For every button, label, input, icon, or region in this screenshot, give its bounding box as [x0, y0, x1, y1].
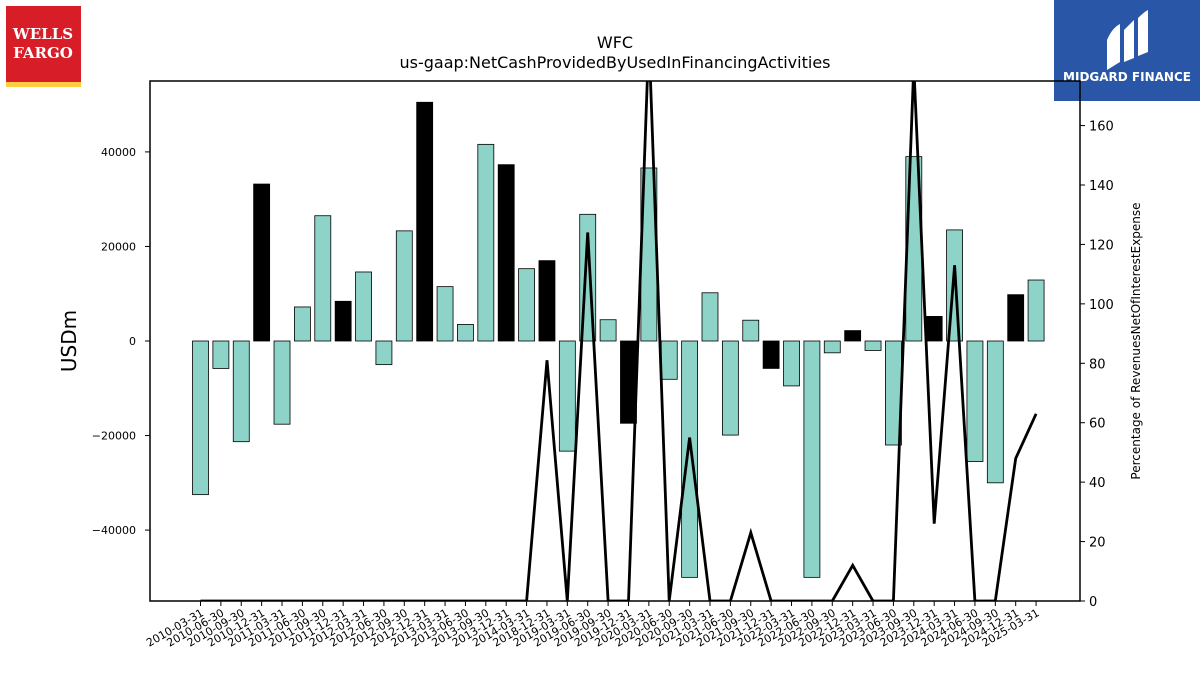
bar [1007, 294, 1025, 342]
bar [1027, 279, 1045, 342]
bar [497, 164, 515, 342]
wf-logo-line2: FARGO [13, 44, 73, 62]
bar [681, 340, 699, 578]
bar [762, 340, 780, 369]
bar [844, 330, 862, 342]
x-axis: 2010-03-312010-06-302010-09-302010-12-31… [144, 601, 1042, 650]
midgard-emblem-icon [1107, 10, 1148, 70]
bar [660, 340, 678, 380]
y2-tick-label: 160 [1089, 120, 1114, 135]
bar [864, 340, 882, 351]
y2-tick-label: 60 [1089, 417, 1106, 432]
bar-series [192, 101, 1045, 578]
bar [538, 260, 556, 342]
bar [192, 340, 209, 496]
bar [966, 340, 984, 462]
wells-fargo-logo: WELLS FARGO [6, 6, 81, 87]
bar [334, 300, 352, 342]
bar [783, 340, 800, 387]
y2-tick-label: 20 [1089, 536, 1106, 551]
bar [803, 340, 821, 578]
bar [925, 316, 943, 342]
bar [558, 340, 576, 452]
bar [416, 101, 434, 342]
y-tick-label: 40000 [101, 146, 136, 159]
bar [701, 292, 719, 342]
bar [518, 268, 535, 342]
y2-axis-label: Percentage of RevenuesNetOfInterestExpen… [1129, 202, 1143, 479]
bar [599, 319, 617, 342]
bar [436, 286, 454, 342]
bar [477, 143, 495, 342]
bar [457, 324, 474, 342]
midgard-finance-logo: MIDGARD FINANCE [1054, 0, 1200, 101]
bar [314, 215, 332, 342]
y-tick-label: 20000 [101, 240, 136, 253]
bar [395, 230, 413, 342]
chart-subtitle: us-gaap:NetCashProvidedByUsedInFinancing… [399, 53, 830, 72]
midgard-logo-text: MIDGARD FINANCE [1063, 70, 1191, 84]
right-axis: 0 20 40 60 80 100 120 140 160 [1080, 120, 1114, 610]
y-tick-label: 0 [129, 335, 136, 348]
line-series [200, 81, 1038, 601]
y2-tick-label: 0 [1089, 595, 1097, 610]
y2-tick-label: 120 [1089, 238, 1114, 253]
bar [721, 340, 739, 436]
y-tick-label: −20000 [92, 430, 136, 443]
bar [823, 340, 841, 354]
wf-logo-line1: WELLS [12, 25, 73, 43]
bar [273, 340, 291, 425]
chart-title: WFC [597, 33, 633, 52]
y-tick-label: −40000 [92, 524, 136, 537]
bar [742, 319, 760, 342]
bar [355, 271, 372, 342]
bar [986, 340, 1004, 484]
y2-tick-label: 40 [1089, 476, 1106, 491]
bar [375, 340, 393, 366]
bar [212, 340, 230, 369]
bar [293, 306, 311, 342]
y-axis-label: USDm [57, 310, 81, 372]
y2-tick-label: 140 [1089, 179, 1114, 194]
y2-tick-label: 80 [1089, 357, 1106, 372]
y2-tick-label: 100 [1089, 298, 1114, 313]
left-axis: −40000 −20000 0 20000 40000 [92, 146, 150, 537]
bar [232, 340, 250, 443]
line-path [200, 81, 1038, 601]
bar [253, 183, 271, 342]
